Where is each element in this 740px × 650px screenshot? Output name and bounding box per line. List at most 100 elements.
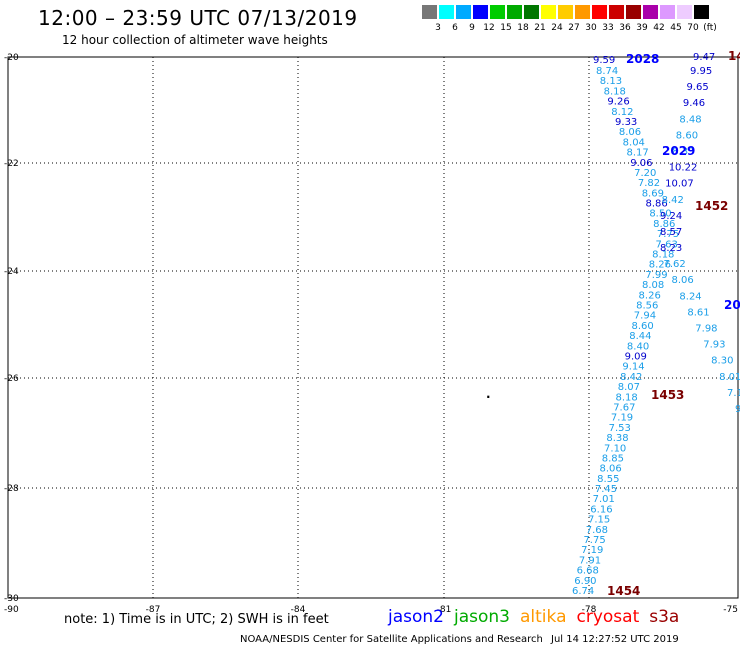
swh-value: 8.08: [642, 280, 664, 291]
legend-label: 15: [500, 23, 512, 33]
x-tick-label: -81: [437, 605, 452, 615]
swh-value: 8.06: [619, 127, 641, 138]
swh-value: 8.13: [600, 76, 622, 87]
swh-value: 8.86: [653, 219, 675, 230]
satellite-name: s3a: [649, 607, 680, 627]
satellite-name: cryosat: [576, 607, 640, 627]
y-tick-label: -26: [4, 374, 19, 384]
swh-value: 8.48: [679, 114, 701, 125]
legend-swatch: [592, 5, 607, 19]
legend-swatch: [422, 5, 437, 19]
legend-swatch: [439, 5, 454, 19]
timestamp-text: Jul 14 12:27:52 UTC 2019: [551, 634, 679, 645]
swh-value: 8.42: [662, 195, 684, 206]
swh-value: 8.01: [719, 372, 740, 383]
swh-value: 8.24: [679, 291, 701, 302]
swh-value: 6.90: [574, 576, 596, 587]
swh-value: 8.44: [629, 331, 651, 342]
swh-value: 7.67: [613, 402, 635, 413]
swh-value: 7.53: [609, 423, 631, 434]
y-tick-label: -30: [4, 594, 19, 604]
legend-swatch: [660, 5, 675, 19]
swh-value: 7.62: [664, 259, 686, 270]
swh-value: 7.82: [638, 178, 660, 189]
y-tick-label: -28: [4, 484, 19, 494]
swh-value: 8.06: [671, 275, 693, 286]
swh-value: 7.45: [595, 484, 617, 495]
x-tick-label: -84: [291, 605, 306, 615]
swh-value: 9.26: [607, 97, 629, 108]
swh-value: 8.26: [639, 290, 661, 301]
swh-value: 8.38: [606, 433, 628, 444]
legend-label: 42: [653, 23, 665, 33]
swh-value: 7.14: [727, 388, 740, 399]
y-tick-label: -24: [4, 267, 19, 277]
swh-value: 7.75: [583, 535, 605, 546]
swh-value: 7.93: [703, 340, 725, 351]
swh-value: 8.06: [599, 464, 621, 475]
swh-value: 8.85: [602, 453, 624, 464]
legend-swatch: [558, 5, 573, 19]
swh-value: 7.01: [593, 494, 615, 505]
swh-value: 8.17: [626, 148, 648, 159]
time-label: 1454: [607, 584, 640, 598]
legend-swatch: [677, 5, 692, 19]
swh-value: 10.07: [665, 179, 694, 190]
swh-value: 8.57: [660, 227, 682, 238]
swh-value: 7.10: [604, 443, 626, 454]
legend-label: 6: [452, 23, 458, 33]
legend-swatch: [643, 5, 658, 19]
legend-label: 36: [619, 23, 631, 33]
pass-label: 2029: [662, 144, 695, 158]
legend-label: 39: [636, 23, 648, 33]
swh-value: 8.56: [636, 301, 658, 312]
legend-swatch: [694, 5, 709, 19]
swh-value: 6.68: [577, 566, 599, 577]
swh-value: 8.74: [596, 66, 618, 77]
legend-label: 18: [517, 23, 529, 33]
swh-value: 9.65: [686, 82, 708, 93]
swh-value: 9.59: [593, 55, 615, 66]
legend-label: 12: [483, 23, 495, 33]
credit-text: NOAA/NESDIS Center for Satellite Applica…: [240, 634, 543, 645]
legend-label: 33: [602, 23, 614, 33]
swh-value: 9.33: [615, 117, 637, 128]
legend-swatch: [473, 5, 488, 19]
swh-value: 9.01: [735, 404, 740, 415]
legend-label: 24: [551, 23, 563, 33]
swh-value: 8.18: [615, 392, 637, 403]
swh-value: 8.26: [649, 260, 671, 271]
swh-value: 8.40: [627, 341, 649, 352]
legend-label: 21: [534, 23, 546, 33]
time-label: 1452: [695, 199, 728, 213]
satellite-name: jason2: [388, 607, 444, 627]
satellite-name: altika: [520, 607, 567, 627]
legend-label: 9: [469, 23, 475, 33]
swh-value: 7.91: [579, 555, 601, 566]
swh-value: 9.47: [693, 52, 715, 63]
swh-value: 8.50: [649, 209, 671, 220]
swh-value: 7.20: [634, 168, 656, 179]
swh-value: 7.98: [695, 324, 717, 335]
stray-mark: .: [486, 387, 491, 401]
swh-value: 7.99: [645, 270, 667, 281]
swh-value: 9.06: [630, 158, 652, 169]
swh-value: 7.19: [581, 545, 603, 556]
legend-swatch: [541, 5, 556, 19]
swh-value: 8.60: [676, 130, 698, 141]
swh-value: 7.94: [634, 311, 656, 322]
legend-swatch: [626, 5, 641, 19]
y-tick-label: -22: [4, 159, 19, 169]
legend-swatch: [490, 5, 505, 19]
swh-value: 10.22: [669, 163, 698, 174]
legend-swatch: [524, 5, 539, 19]
time-label: 1453: [651, 388, 684, 402]
swh-value: 8.61: [687, 307, 709, 318]
pass-label: 2028: [626, 52, 659, 66]
swh-value: 9.24: [660, 211, 682, 222]
swh-value: 7.75: [657, 229, 679, 240]
x-tick-label: -78: [582, 605, 597, 615]
swh-value: 8.18: [652, 250, 674, 261]
swh-value: 9.09: [625, 351, 647, 362]
